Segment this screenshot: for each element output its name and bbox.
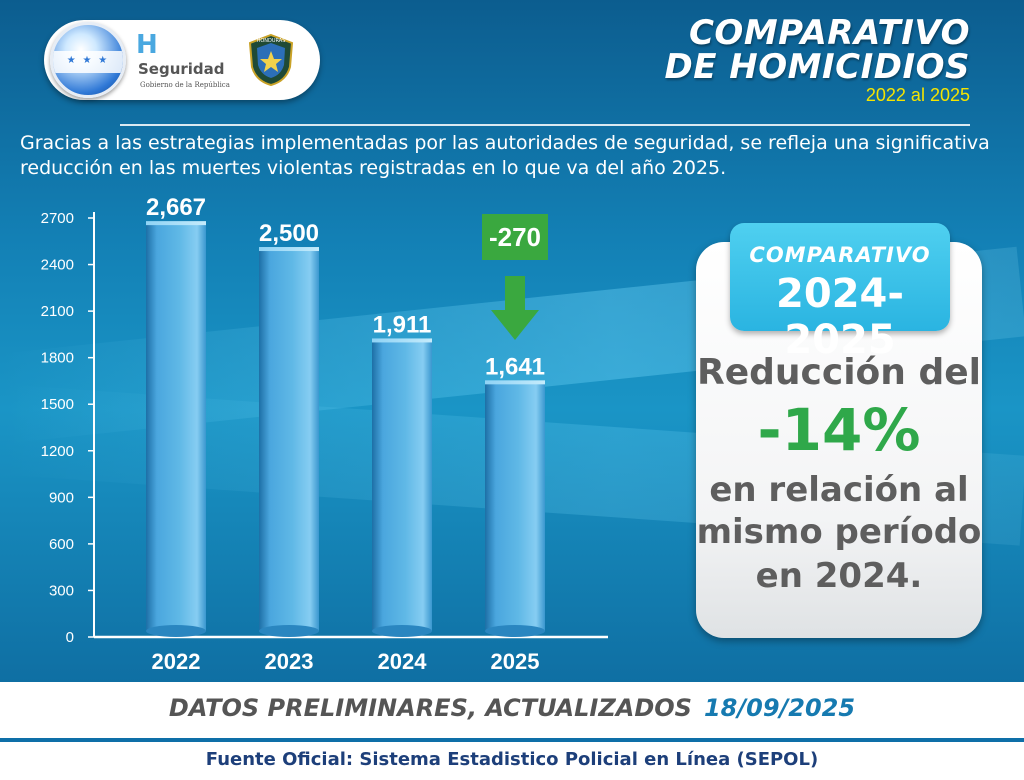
y-tick-label: 1800: [41, 350, 74, 367]
bar-value-label: 1,911: [373, 311, 432, 338]
bar: [372, 340, 432, 631]
bar: [259, 249, 319, 631]
card-line-4: en 2024.: [755, 556, 923, 596]
down-arrow-icon: [491, 276, 539, 340]
bar-value-label: 1,641: [485, 353, 545, 380]
card-percent: -14%: [757, 396, 921, 464]
reduction-badge: [482, 214, 548, 260]
bar-base: [485, 625, 545, 637]
y-tick-label: 0: [66, 629, 74, 646]
bar-value-label: 2,667: [146, 194, 206, 221]
x-category-label: 2025: [491, 649, 540, 674]
bar-top: [146, 221, 206, 226]
infographic-background: ★ ★ ★ H Seguridad Gobierno de la Repúbli…: [0, 0, 1024, 682]
title-period: 2022 al 2025: [865, 85, 970, 105]
update-date: 18/09/2025: [703, 694, 856, 722]
y-tick-label: 900: [49, 489, 74, 506]
y-tick-label: 2100: [41, 303, 74, 320]
honduras-flag-globe-icon: ★ ★ ★: [50, 22, 126, 98]
x-category-label: 2023: [265, 649, 314, 674]
intro-text: Gracias a las estrategias implementadas …: [20, 132, 990, 179]
bar: [146, 223, 206, 632]
brand-letter: H: [136, 30, 158, 60]
brand-name: Seguridad: [138, 60, 225, 78]
government-logo: ★ ★ ★ H Seguridad Gobierno de la Repúbli…: [44, 20, 320, 100]
preliminary-label: DATOS PRELIMINARES, ACTUALIZADOS: [168, 694, 692, 722]
bar: [485, 382, 545, 631]
x-category-label: 2024: [378, 649, 428, 674]
bar-top: [372, 338, 432, 343]
card-header-big: 2024-2025: [776, 271, 904, 363]
y-tick-label: 300: [49, 582, 74, 599]
brand-subtitle: Gobierno de la República: [140, 81, 230, 89]
title-line-1: COMPARATIVO: [688, 13, 970, 53]
homicides-bar-chart: 0 300 600 900 1200 1500 1800 2100 2400 2700 2,667 2…: [41, 194, 608, 674]
police-badge-icon: HONDURAS: [248, 33, 294, 87]
y-tick-label: 1200: [41, 443, 74, 460]
footer-update: DATOS PRELIMINARES, ACTUALIZADOS 18/09/20…: [0, 682, 1024, 738]
badge-text: HONDURAS: [257, 38, 286, 44]
card-line-1: Reducción del: [697, 352, 981, 393]
bar-top: [259, 247, 319, 252]
header-divider: [120, 124, 970, 126]
bar-value-label: 2,500: [259, 220, 319, 247]
y-tick-label: 2700: [41, 210, 74, 227]
y-tick-label: 1500: [41, 396, 74, 413]
bar-base: [259, 625, 319, 637]
footer-divider: [0, 738, 1024, 742]
card-header-small: COMPARATIVO: [749, 243, 931, 267]
card-line-3: mismo período: [696, 512, 982, 552]
card-line-2: en relación al: [709, 470, 969, 510]
bar-base: [146, 625, 206, 637]
bar-top: [485, 380, 545, 385]
footer-source: Fuente Oficial: Sistema Estadistico Poli…: [0, 742, 1024, 780]
x-category-label: 2022: [152, 649, 201, 674]
bar-base: [372, 625, 432, 637]
comparison-card-header: COMPARATIVO 2024-2025: [730, 223, 950, 363]
source-text: Fuente Oficial: Sistema Estadistico Poli…: [205, 749, 819, 770]
header-title: COMPARATIVO DE HOMICIDIOS 2022 al 2025: [665, 16, 971, 106]
reduction-value: -270: [489, 222, 541, 252]
title-line-2: DE HOMICIDIOS: [664, 47, 970, 87]
y-tick-label: 600: [49, 536, 74, 553]
y-tick-label: 2400: [41, 257, 74, 274]
